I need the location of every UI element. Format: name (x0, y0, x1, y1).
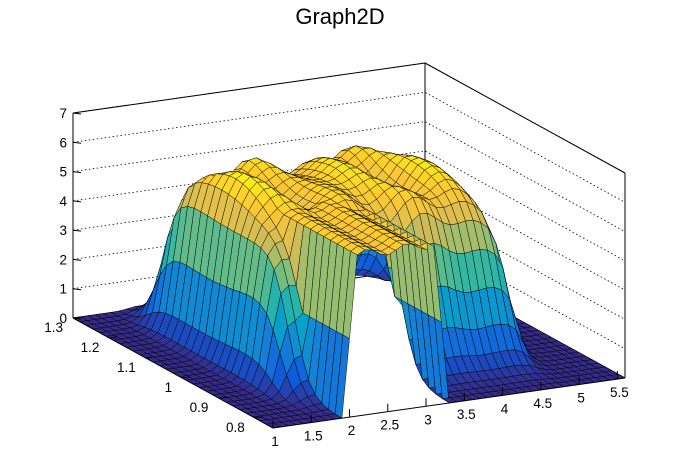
y-tick (145, 356, 154, 359)
y-tick (254, 416, 263, 419)
z-tick (72, 258, 82, 261)
z-tick (72, 200, 82, 203)
z-tick-label: 5 (59, 165, 67, 180)
chart-title: Graph2D (295, 4, 384, 29)
x-tick-label: 3.5 (457, 407, 476, 422)
y-tick-label: 1.2 (81, 340, 100, 355)
y-tick-label: 1.3 (44, 320, 63, 335)
box-edge-top-right (424, 62, 626, 174)
z-tick (72, 317, 82, 320)
y-tick-label: 1 (165, 380, 173, 395)
z-tick (72, 288, 82, 291)
x-tick-label: 4 (501, 401, 509, 416)
box-edge-floor-left (72, 317, 274, 429)
box-edge-floor-front (272, 377, 626, 429)
x-tick-label: 4.5 (533, 396, 552, 411)
y-tick (218, 396, 227, 399)
y-tick-label: 1.1 (117, 360, 136, 375)
z-tick-label: 0 (59, 311, 67, 326)
z-tick-label: 4 (59, 194, 67, 209)
z-tick (72, 229, 82, 232)
x-tick-label: 1 (271, 434, 279, 449)
z-tick (72, 171, 82, 174)
z-tick (72, 141, 82, 144)
y-tick (182, 376, 191, 379)
z-tick (72, 112, 82, 115)
x-tick-label: 2 (348, 423, 356, 438)
x-tick-label: 1.5 (304, 429, 323, 444)
z-tick-label: 3 (59, 223, 67, 238)
axes: 1 1.5 2 2.5 3 3.5 4 4.5 5 5.5 0.8 0.9 1 1.1 1.2 1.30 1 2 3… (44, 106, 629, 449)
axis-box-front (72, 317, 626, 429)
x-tick-label: 5.5 (610, 385, 629, 400)
x-tick-label: 5 (577, 391, 585, 406)
y-tick (109, 336, 118, 339)
y-tick-label: 0.9 (190, 400, 209, 415)
z-tick-label: 6 (59, 135, 67, 150)
x-tick-label: 2.5 (380, 418, 399, 433)
y-tick-label: 0.8 (226, 420, 245, 435)
z-tick-label: 2 (59, 252, 67, 267)
surface-plot (72, 145, 626, 429)
x-tick-label: 3 (424, 412, 432, 427)
z-tick-label: 1 (59, 282, 67, 297)
z-tick-label: 7 (59, 106, 67, 121)
